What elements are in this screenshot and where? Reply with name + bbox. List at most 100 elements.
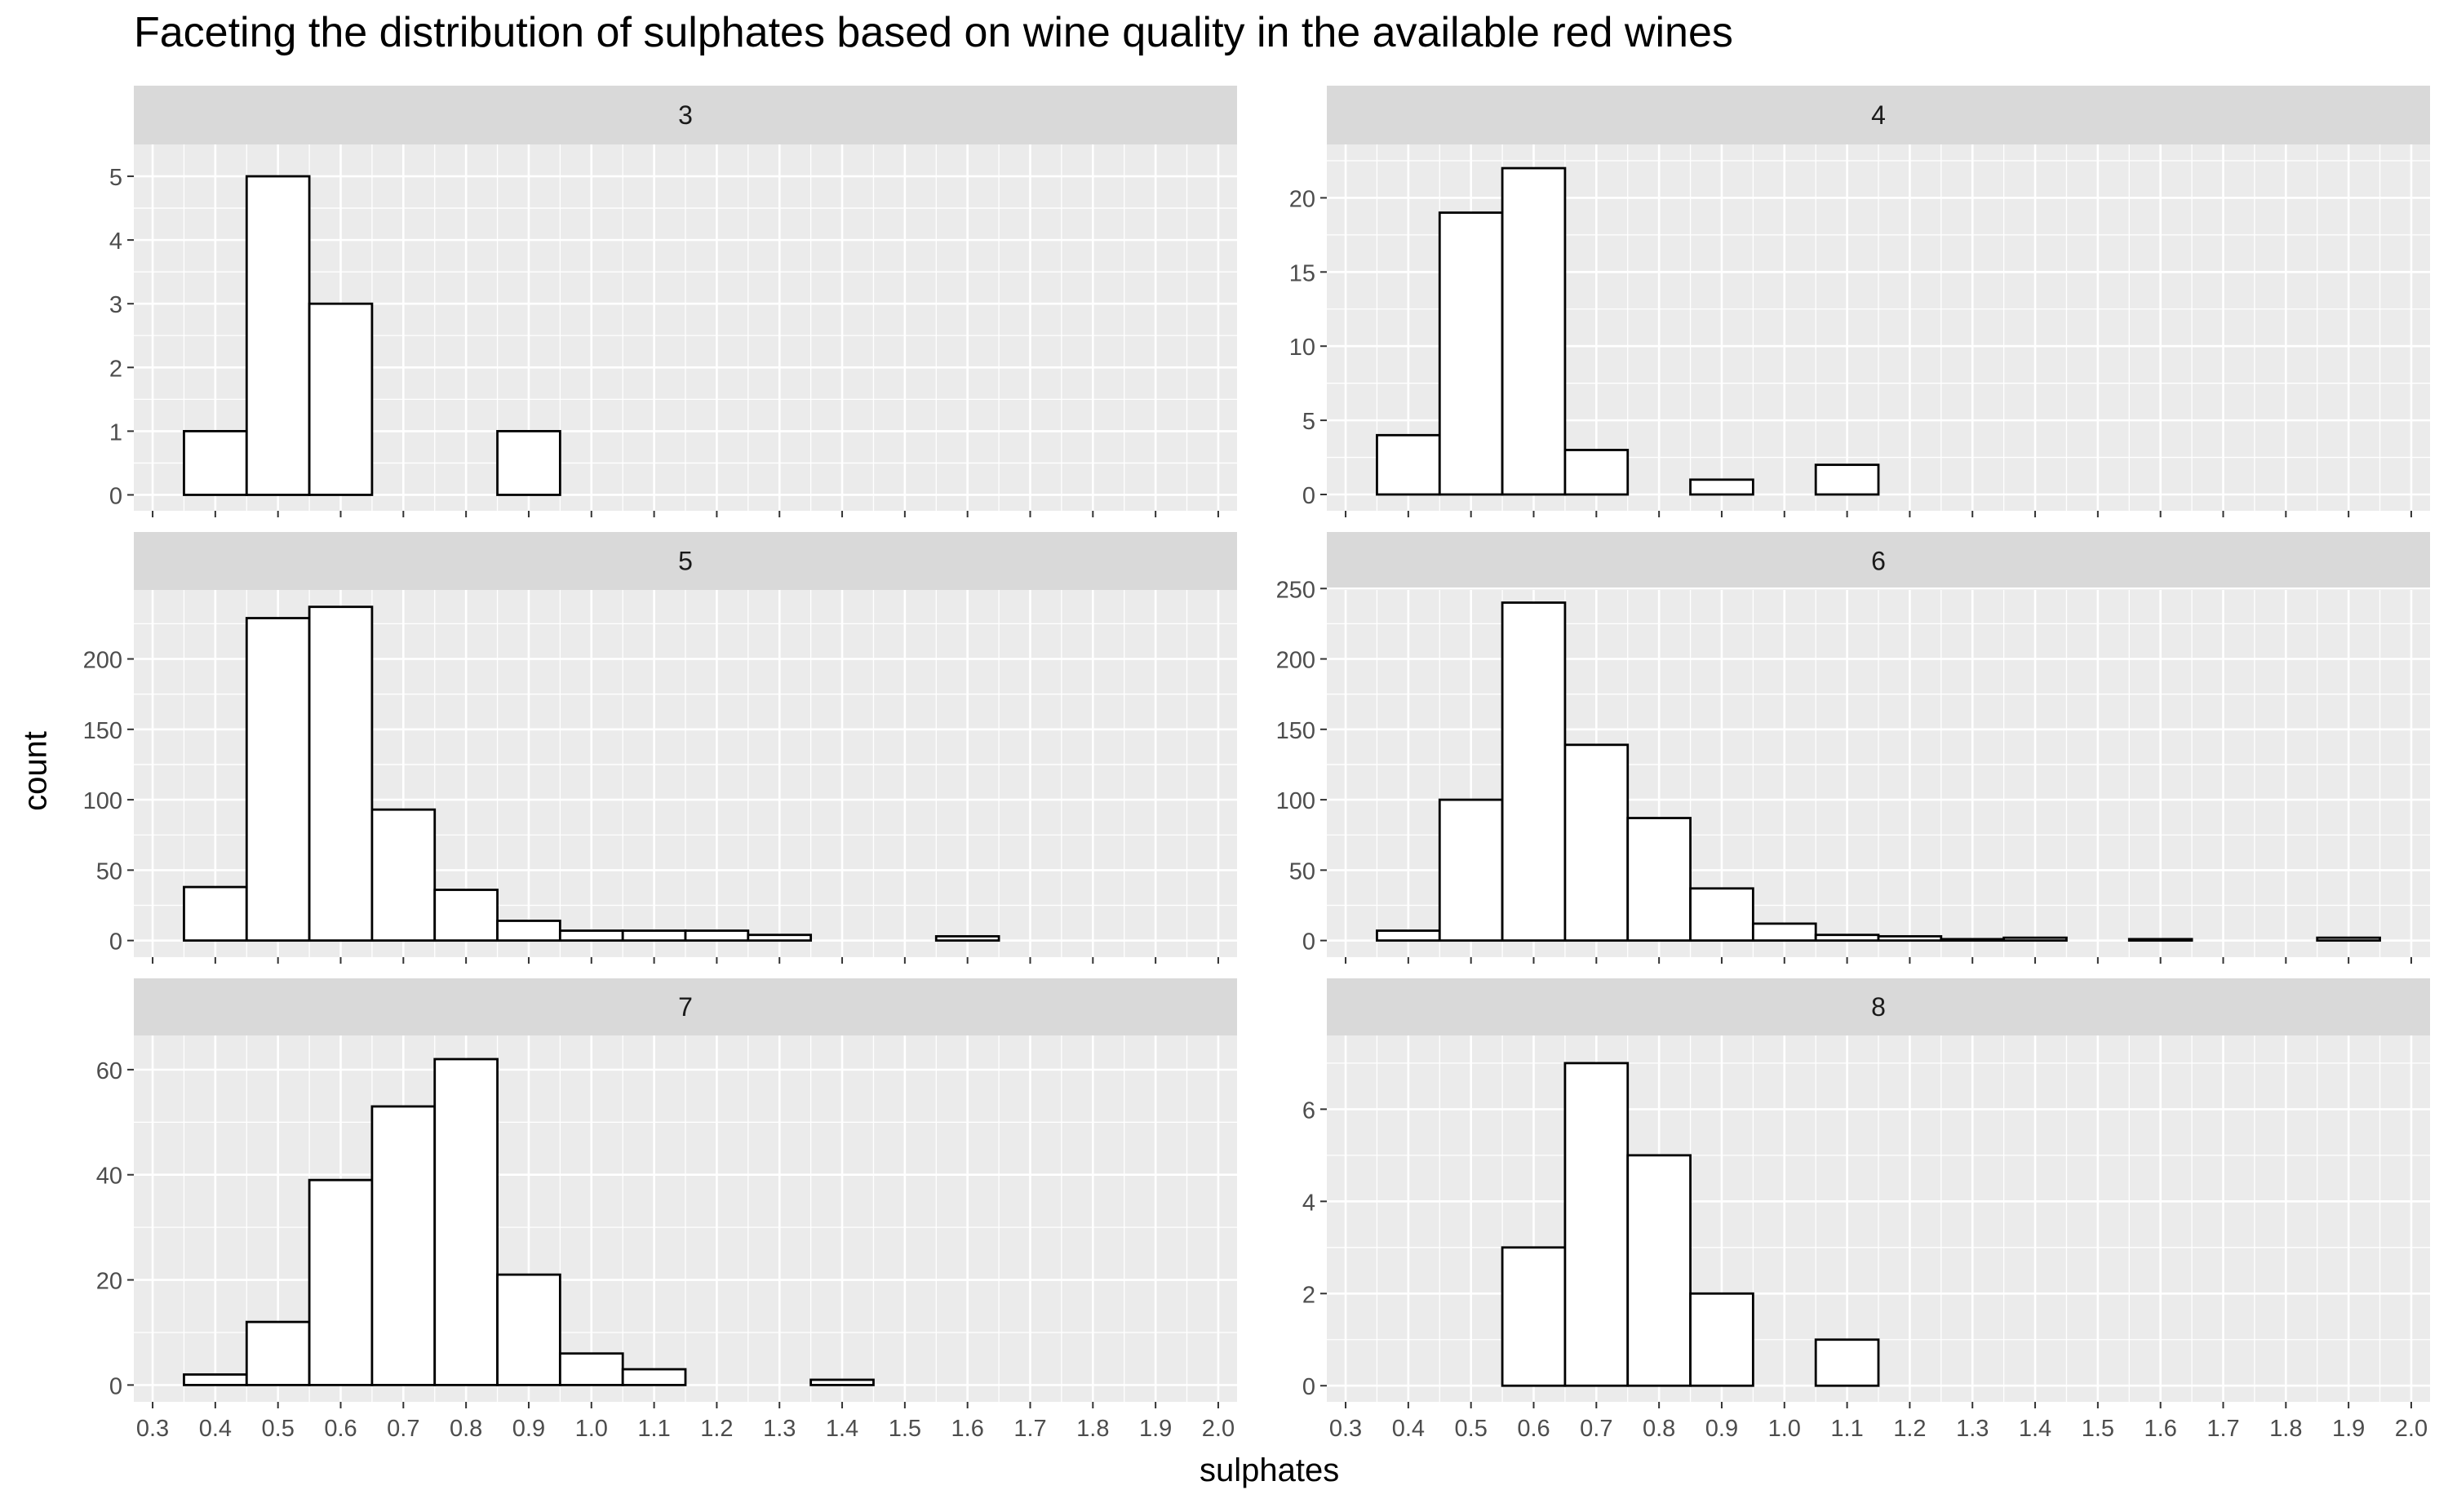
x-tick-label: 2.0: [1202, 1416, 1235, 1442]
y-axis-label: count: [17, 731, 54, 811]
y-tick-label: 6: [1302, 1097, 1315, 1124]
facet-strip: [1327, 978, 2430, 1035]
y-tick-label: 200: [1276, 648, 1315, 674]
histogram-bar: [558, 929, 624, 942]
histogram-bar: [1501, 166, 1567, 496]
histogram-bar: [684, 929, 750, 942]
histogram-bar: [1814, 463, 1880, 496]
histogram-bar: [1563, 743, 1630, 942]
histogram-bar: [308, 1178, 374, 1386]
y-tick-label: 50: [96, 858, 122, 885]
x-tick-label: 0.5: [1455, 1416, 1488, 1442]
histogram-bar: [245, 1320, 311, 1386]
x-tick-label: 0.3: [136, 1416, 169, 1442]
y-tick-label: 100: [83, 788, 122, 814]
y-tick-label: 0: [109, 1373, 122, 1399]
facet-panel-8: 8 0 2 4 6 0.3 0.4 0.5 0.6 0.7 0.8 0.9 1.0 1.1 1.2 1.3 1.…: [1302, 978, 2430, 1442]
histogram-bar: [183, 1373, 248, 1386]
x-tick-label: 1.9: [1139, 1416, 1172, 1442]
histogram-bar: [496, 920, 561, 942]
y-tick-label: 0: [1302, 1374, 1315, 1400]
x-tick-label: 1.9: [2332, 1416, 2365, 1442]
histogram-bar: [1814, 1338, 1880, 1387]
y-tick-label: 5: [109, 165, 122, 191]
x-tick-label: 0.6: [1517, 1416, 1550, 1442]
facet-strip: [1327, 532, 2430, 590]
histogram-bar: [245, 175, 311, 496]
histogram-bar: [934, 935, 1000, 942]
x-tick-label: 1.0: [575, 1416, 608, 1442]
y-tick-label: 150: [83, 718, 122, 744]
x-tick-label: 1.5: [2082, 1416, 2114, 1442]
facet-strip-label: 8: [1871, 992, 1886, 1022]
facet-strip-label: 5: [678, 547, 693, 576]
facet-strip-label: 3: [678, 100, 693, 130]
histogram-bar: [1501, 1246, 1567, 1387]
x-tick-label: 0.7: [387, 1416, 419, 1442]
facet-strip: [1327, 86, 2430, 144]
x-tick-label: 1.8: [2269, 1416, 2302, 1442]
histogram-bar: [1751, 922, 1817, 942]
x-tick-label: 0.8: [450, 1416, 482, 1442]
histogram-bar: [1376, 433, 1441, 496]
x-tick-label: 1.6: [951, 1416, 984, 1442]
y-tick-label: 0: [109, 929, 122, 956]
x-tick-label: 1.5: [889, 1416, 921, 1442]
x-tick-label: 0.4: [199, 1416, 232, 1442]
histogram-bar: [1940, 938, 2006, 942]
histogram-bar: [621, 929, 687, 942]
histogram-bar: [433, 889, 499, 942]
y-tick-label: 50: [1289, 858, 1315, 885]
x-tick-label: 0.3: [1329, 1416, 1362, 1442]
histogram-bar: [558, 1352, 624, 1386]
histogram-bar: [1376, 929, 1441, 942]
facet-panel-3: 3 0 1 2 3 4 5: [109, 86, 1237, 517]
y-tick-label: 0: [109, 483, 122, 509]
facet-strip-label: 4: [1871, 100, 1886, 130]
chart-title: Faceting the distribution of sulphates b…: [134, 9, 1733, 56]
y-tick-label: 4: [109, 228, 122, 255]
x-tick-label: 1.3: [763, 1416, 796, 1442]
facet-panel-6: 6 0 50 100 150 200 250: [1276, 532, 2430, 964]
histogram-bar: [1877, 935, 1943, 942]
y-tick-label: 5: [1302, 409, 1315, 435]
y-tick-label: 20: [1289, 186, 1315, 212]
histogram-bar: [1626, 1154, 1692, 1387]
histogram-bar: [308, 605, 374, 942]
x-tick-label: 0.9: [512, 1416, 545, 1442]
histogram-bar: [2316, 936, 2381, 942]
facet-strip: [134, 978, 1237, 1035]
histogram-bar: [1689, 478, 1754, 496]
histogram-bar: [809, 1378, 875, 1386]
x-tick-label: 1.1: [637, 1416, 670, 1442]
histogram-bar: [1438, 798, 1504, 942]
x-tick-label: 1.7: [1013, 1416, 1046, 1442]
histogram-bar: [308, 302, 374, 496]
x-axis-label: sulphates: [1200, 1452, 1340, 1488]
x-tick-label: 1.1: [1830, 1416, 1863, 1442]
y-tick-label: 2: [109, 356, 122, 382]
y-tick-label: 1: [109, 419, 122, 446]
y-tick-label: 100: [1276, 788, 1315, 814]
histogram-bar: [370, 1105, 437, 1386]
histogram-bar: [747, 933, 813, 942]
y-tick-label: 4: [1302, 1190, 1315, 1216]
histogram-bar: [1563, 449, 1630, 496]
histogram-bar: [183, 429, 248, 496]
x-tick-label: 1.3: [1956, 1416, 1989, 1442]
x-tick-label: 0.8: [1643, 1416, 1675, 1442]
y-tick-label: 2: [1302, 1282, 1315, 1308]
x-tick-label: 1.4: [2019, 1416, 2051, 1442]
y-tick-label: 200: [83, 648, 122, 674]
facet-strip: [134, 532, 1237, 590]
histogram-bar: [370, 808, 437, 942]
facet-strip-label: 7: [678, 992, 693, 1022]
x-tick-label: 1.0: [1768, 1416, 1801, 1442]
histogram-bar: [621, 1368, 687, 1386]
histogram-bar: [496, 429, 561, 496]
histogram-bar: [1689, 887, 1754, 942]
y-tick-label: 10: [1289, 335, 1315, 361]
y-tick-label: 40: [96, 1164, 122, 1190]
x-tick-label: 1.6: [2144, 1416, 2177, 1442]
